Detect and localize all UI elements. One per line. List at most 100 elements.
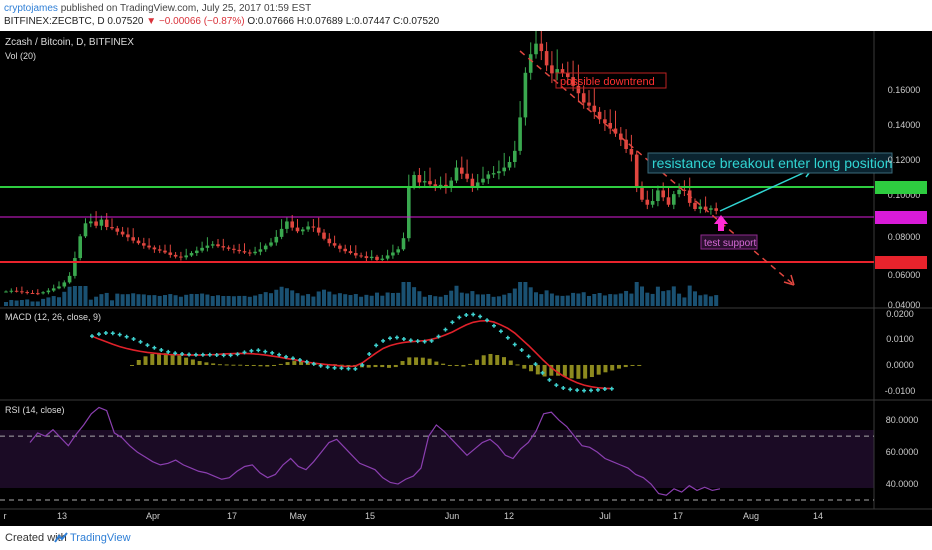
macd-histogram-bar [495, 355, 500, 365]
macd-point [228, 353, 233, 358]
date-tick-label: Jun [445, 511, 460, 521]
candle [677, 189, 681, 195]
macd-point [311, 361, 316, 366]
macd-histogram-bar [583, 364, 588, 379]
macd-point [367, 351, 372, 356]
candle [94, 221, 98, 226]
candle [634, 154, 639, 189]
price-tick-label: 0.10000 [888, 190, 921, 200]
volume-bar [306, 294, 311, 306]
volume-bar [4, 302, 8, 306]
volume-bar [322, 289, 326, 306]
volume-bar [62, 291, 67, 306]
volume-bar [602, 295, 607, 306]
downtrend-annotation: possible downtrend [560, 76, 655, 88]
candle [9, 290, 14, 292]
macd-histogram-bar [292, 361, 297, 365]
candle [67, 275, 72, 283]
candle [714, 208, 718, 211]
date-tick-label: Apr [146, 511, 160, 521]
chart-area[interactable]: possible downtrend resistance breakout en… [0, 31, 932, 526]
candle [481, 178, 485, 183]
macd-histogram-bar [346, 364, 351, 366]
price-tick-label: 0.12000 [888, 155, 921, 165]
tradingview-link[interactable]: TradingView [70, 532, 131, 544]
volume-bar [290, 290, 295, 306]
candle [629, 148, 634, 155]
volume-bar [502, 294, 507, 306]
macd-point [193, 352, 198, 357]
candle [454, 167, 459, 181]
candle [316, 227, 321, 233]
macd-point [332, 365, 337, 370]
macd-histogram-bar [549, 364, 554, 376]
candle [221, 246, 226, 248]
volume-bar [640, 286, 644, 306]
candle [205, 245, 210, 248]
macd-point [575, 388, 580, 393]
macd-histogram-bar [136, 359, 141, 365]
candle [491, 173, 496, 175]
volume-bar [608, 294, 613, 306]
candle [237, 249, 241, 252]
macd-histogram-bar [535, 364, 540, 375]
macd-point [422, 339, 427, 344]
macd-histogram-bar [163, 353, 168, 365]
candle [216, 244, 220, 247]
macd-histogram-bar [481, 355, 486, 365]
candle [62, 282, 67, 287]
macd-histogram-bar [562, 364, 567, 377]
main-chart-title: Zcash / Bitcoin, D, BITFINEX [5, 37, 134, 48]
macd-histogram-bar [447, 364, 452, 366]
volume-bar [534, 292, 538, 306]
support-arrow-icon [714, 215, 728, 231]
volume-bar [576, 293, 581, 306]
macd-point [318, 363, 323, 368]
macd-histogram-bar [150, 353, 155, 365]
volume-bar [592, 293, 597, 306]
volume-bar [693, 291, 697, 306]
macd-histogram-bar [224, 364, 229, 366]
macd-histogram-bar [596, 364, 601, 375]
candle [661, 190, 665, 198]
macd-point [159, 348, 164, 353]
candle [359, 255, 363, 257]
macd-point [131, 337, 136, 342]
published-text: published on TradingView.com, July 25, 2… [60, 3, 312, 14]
macd-point [491, 323, 496, 328]
macd-histogram-bar [556, 364, 561, 376]
macd-line [90, 312, 614, 393]
macd-point [547, 377, 552, 382]
volume-bar [703, 294, 708, 306]
support-annotation: test support [704, 238, 756, 249]
volume-bar [671, 286, 676, 306]
macd-histogram-bar [339, 364, 344, 366]
breakout-annotation: resistance breakout enter long position [652, 155, 892, 171]
volume-bar [46, 297, 51, 306]
author-link[interactable]: cryptojames [4, 3, 58, 14]
candle [391, 252, 395, 256]
volume-bar [210, 296, 215, 306]
candle [475, 182, 480, 187]
macd-point [145, 343, 150, 348]
candle [14, 290, 19, 292]
candle [592, 105, 597, 112]
candle [380, 258, 385, 260]
volume-bar [311, 296, 316, 306]
candle [120, 231, 125, 235]
date-tick-label: 15 [365, 511, 375, 521]
candle [433, 184, 438, 187]
candle [422, 181, 427, 183]
volume-bar [104, 292, 109, 306]
footer: Created with TradingView [0, 526, 932, 550]
volume-label: Vol (20) [5, 51, 36, 61]
macd-histogram-bar [610, 364, 615, 371]
volume-bar [491, 296, 496, 306]
volume-bar [443, 294, 448, 306]
candle [698, 206, 703, 210]
macd-point [173, 351, 178, 356]
macd-histogram-bar [434, 361, 439, 365]
volume-bar [72, 286, 77, 306]
volume-bar [486, 294, 491, 306]
macd-point [450, 320, 455, 325]
